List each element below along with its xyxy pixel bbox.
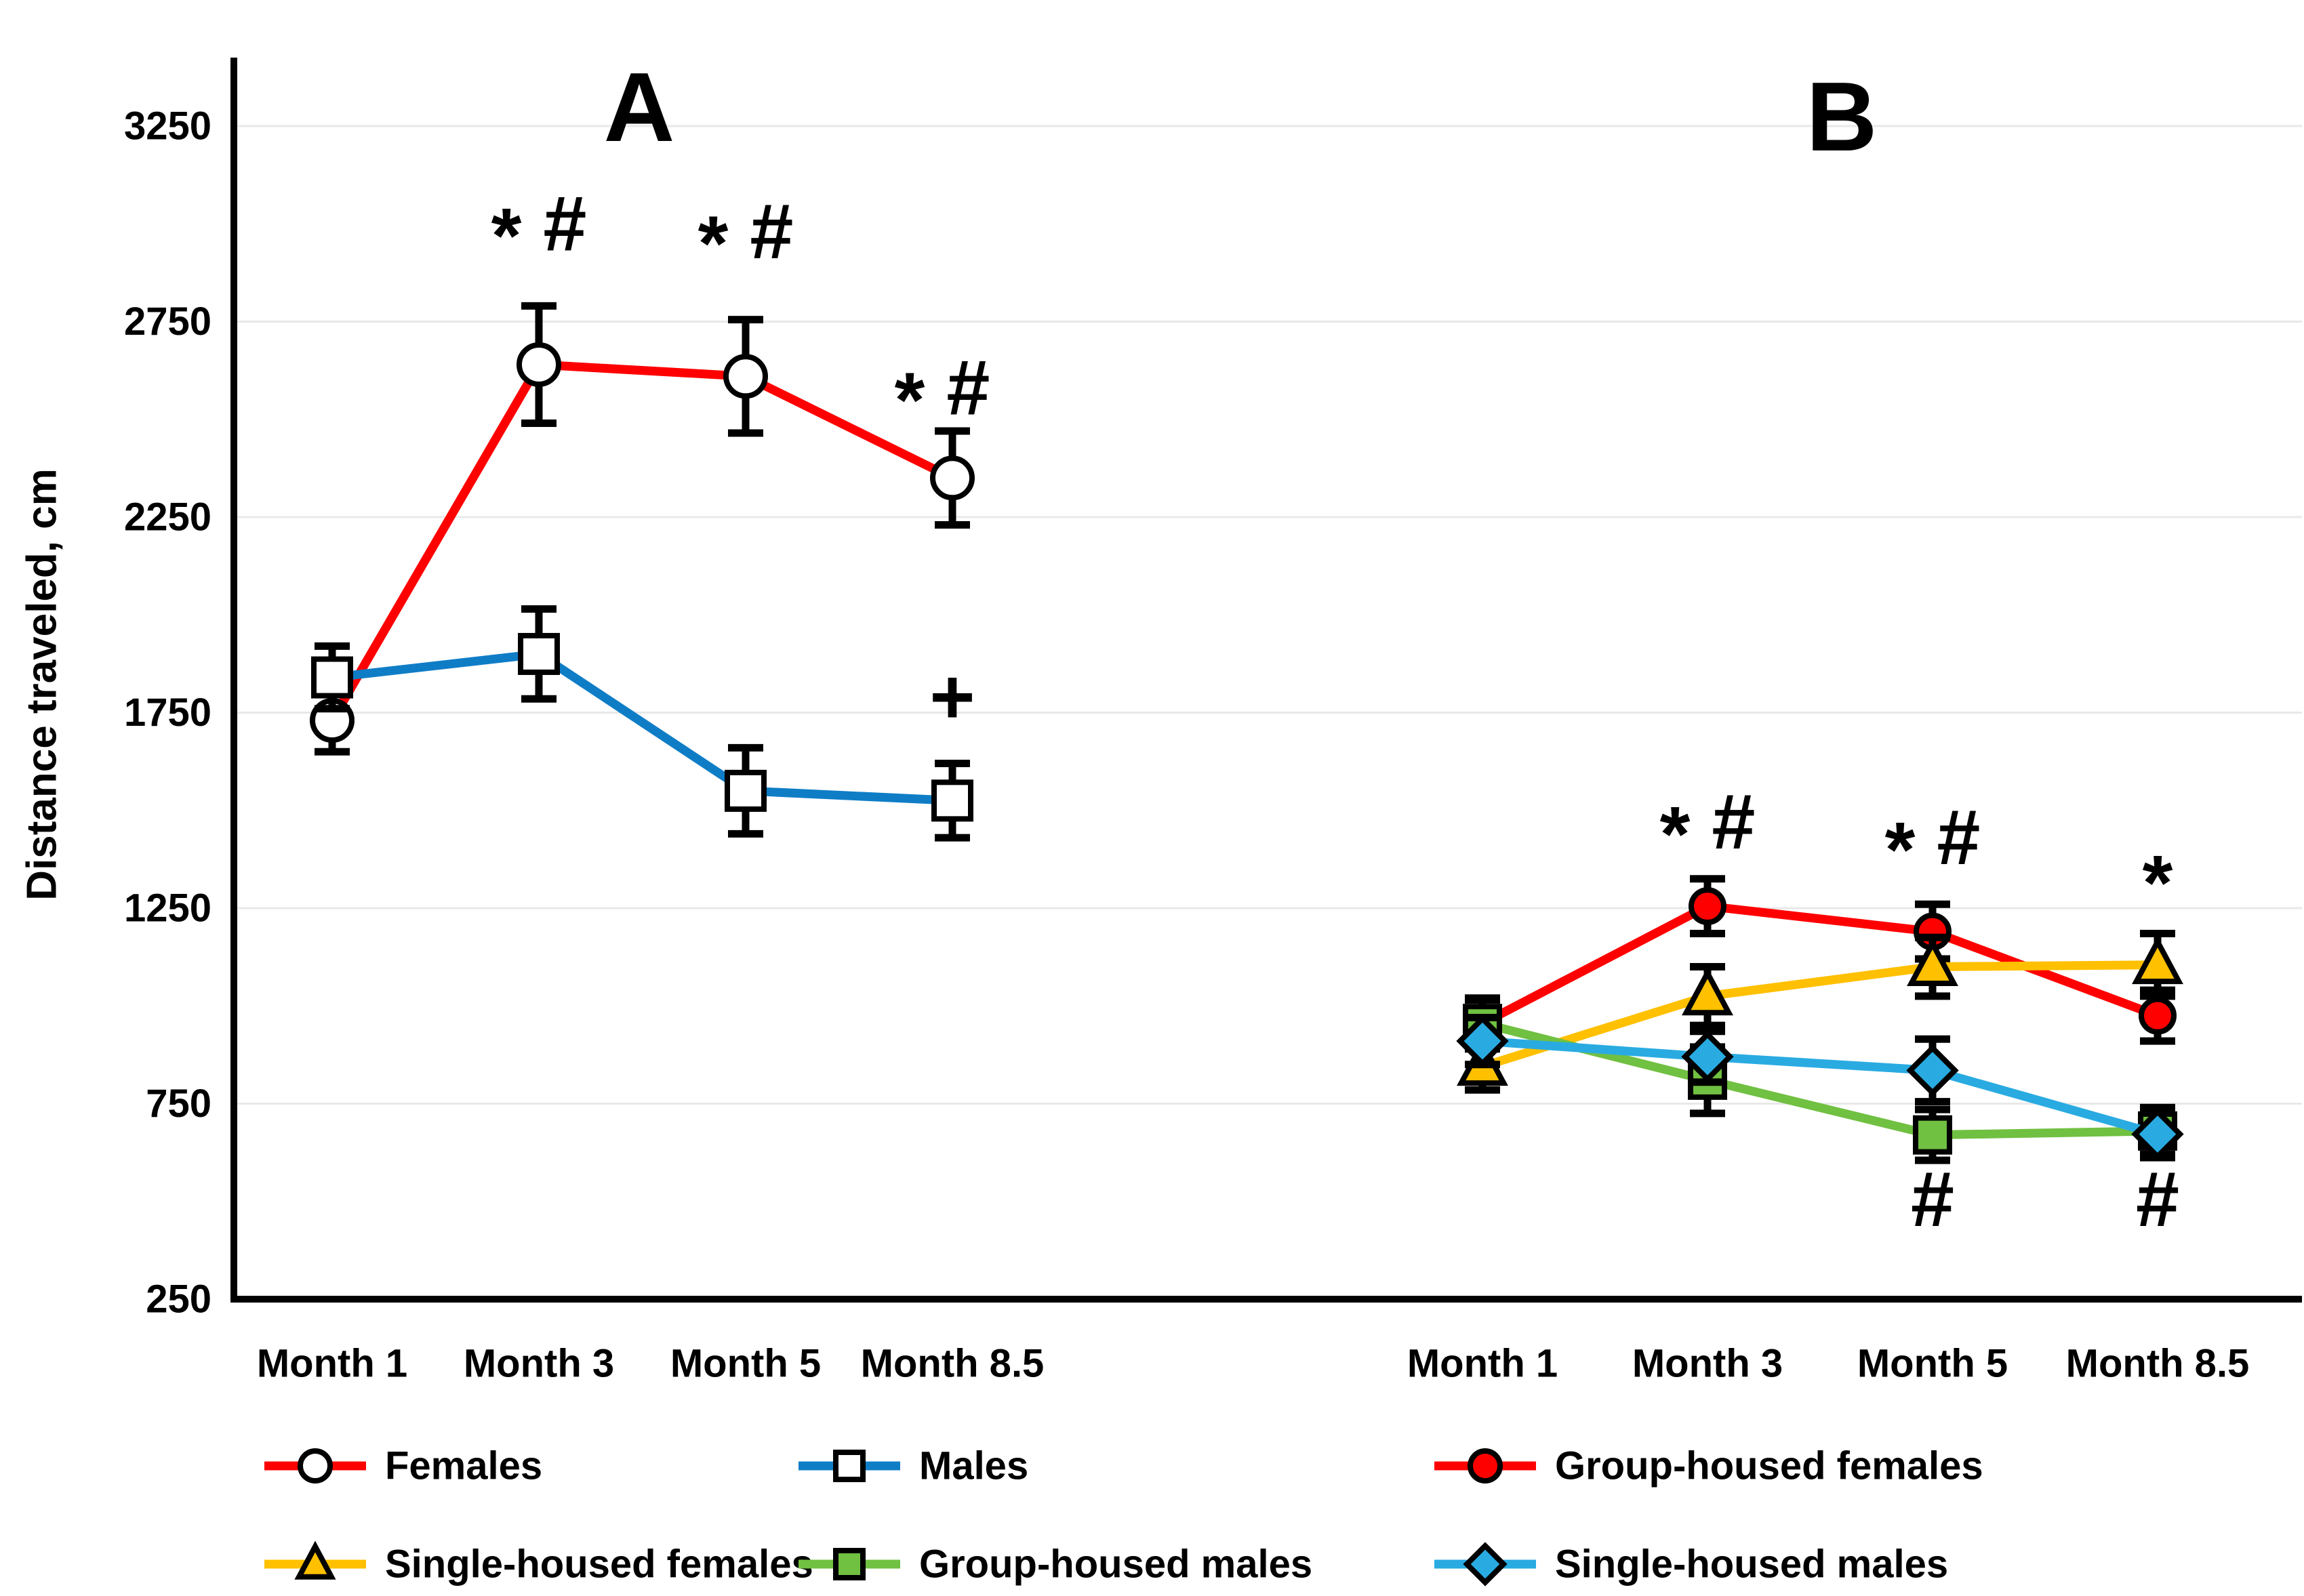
annotation: #	[2136, 1156, 2179, 1243]
annotation: *	[2143, 840, 2173, 927]
y-tick-label: 1750	[124, 691, 211, 735]
legend-label: Females	[385, 1444, 542, 1488]
x-category-label: Month 8.5	[2066, 1342, 2250, 1386]
data-marker-square	[311, 656, 353, 699]
x-category-label: Month 3	[464, 1342, 614, 1386]
legend-marker-square	[833, 1548, 866, 1580]
data-marker-triangle	[1682, 967, 1733, 1016]
data-marker-diamond	[2131, 1107, 2184, 1161]
data-marker-diamond	[1456, 1015, 1509, 1067]
series-line-single-housed-females	[1478, 960, 2162, 1071]
x-category-label: Month 3	[1632, 1342, 1783, 1386]
panel-b-label: B	[1806, 62, 1878, 171]
y-tick-label: 1250	[124, 886, 211, 930]
y-tick-label: 2250	[124, 495, 211, 539]
legend-marker-triangle	[294, 1540, 336, 1580]
data-marker-circle	[2139, 996, 2177, 1035]
x-category-label: Month 5	[670, 1342, 821, 1386]
series-line-females	[327, 360, 957, 725]
y-tick-label: 3250	[124, 104, 211, 148]
y-axis-title: Distance traveled, cm	[19, 468, 66, 901]
annotation: * #	[1660, 779, 1756, 878]
data-marker-circle	[1689, 887, 1726, 926]
legend-marker-square	[833, 1450, 866, 1482]
annotation: * #	[698, 188, 794, 287]
legend-marker-circle	[1468, 1448, 1503, 1484]
x-category-label: Month 8.5	[861, 1342, 1045, 1386]
x-category-label: Month 1	[1407, 1342, 1558, 1386]
data-marker-square	[725, 769, 767, 812]
data-marker-circle	[517, 342, 561, 387]
annotation: +	[929, 653, 975, 740]
legend-marker-circle	[298, 1448, 333, 1484]
panel-a-label: A	[604, 52, 675, 162]
annotation: * #	[491, 180, 587, 279]
annotation: * #	[1885, 794, 1981, 893]
data-marker-circle	[930, 455, 975, 501]
data-marker-square	[931, 779, 973, 822]
y-tick-label: 750	[146, 1082, 211, 1126]
annotation: * #	[895, 345, 990, 444]
series-line-males	[327, 649, 957, 805]
data-marker-square	[518, 632, 560, 675]
data-marker-circle	[723, 354, 768, 399]
data-marker-diamond	[1681, 1030, 1734, 1083]
legend-marker-diamond	[1463, 1542, 1508, 1587]
x-category-label: Month 5	[1857, 1342, 2008, 1386]
y-tick-label: 2750	[124, 300, 211, 344]
legend-label: Single-housed males	[1555, 1542, 1948, 1587]
x-category-label: Month 1	[257, 1342, 407, 1386]
data-marker-diamond	[1906, 1044, 1959, 1097]
annotation: #	[1911, 1156, 1954, 1243]
series-line-group-housed-females	[1478, 901, 2162, 1028]
legend-label: Group-housed males	[919, 1542, 1312, 1587]
legend-label: Group-housed females	[1555, 1444, 1983, 1488]
data-marker-triangle	[2132, 936, 2183, 985]
data-marker-square	[1913, 1115, 1952, 1155]
data-marker-triangle	[1907, 938, 1958, 987]
series-line-single-housed-males	[1478, 1036, 2162, 1139]
y-tick-label: 250	[146, 1277, 211, 1322]
legend-label: Single-housed females	[385, 1542, 813, 1587]
legend-label: Males	[919, 1444, 1028, 1488]
